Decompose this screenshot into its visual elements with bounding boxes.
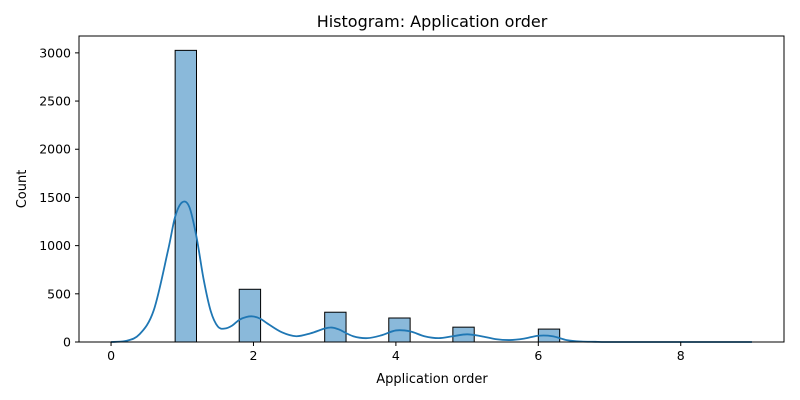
- histogram-bar-1: [174, 49, 198, 343]
- x-axis-label: Application order: [376, 372, 488, 387]
- y-tick-label: 500: [47, 286, 71, 301]
- y-tick-label: 1500: [39, 190, 71, 205]
- x-axis-ticks: 0 2 4 6 8: [107, 342, 685, 363]
- y-tick-label: 3000: [39, 45, 71, 60]
- chart-title: Histogram: Application order: [317, 12, 548, 31]
- y-tick-label: 2500: [39, 94, 71, 109]
- y-tick-label: 1000: [39, 238, 71, 253]
- y-axis-ticks: 0 500 1000 1500 2000 2500 3000: [39, 45, 79, 350]
- kde-curve: [110, 200, 752, 343]
- x-tick-label: 4: [392, 348, 400, 363]
- y-tick-label: 0: [63, 335, 71, 350]
- histogram-bars: [174, 49, 561, 343]
- x-tick-label: 6: [534, 348, 542, 363]
- y-axis-label: Count: [15, 170, 30, 209]
- x-tick-label: 2: [249, 348, 257, 363]
- x-tick-label: 8: [677, 348, 685, 363]
- plot-frame: [78, 35, 785, 343]
- y-tick-label: 2000: [39, 142, 71, 157]
- x-tick-label: 0: [107, 348, 115, 363]
